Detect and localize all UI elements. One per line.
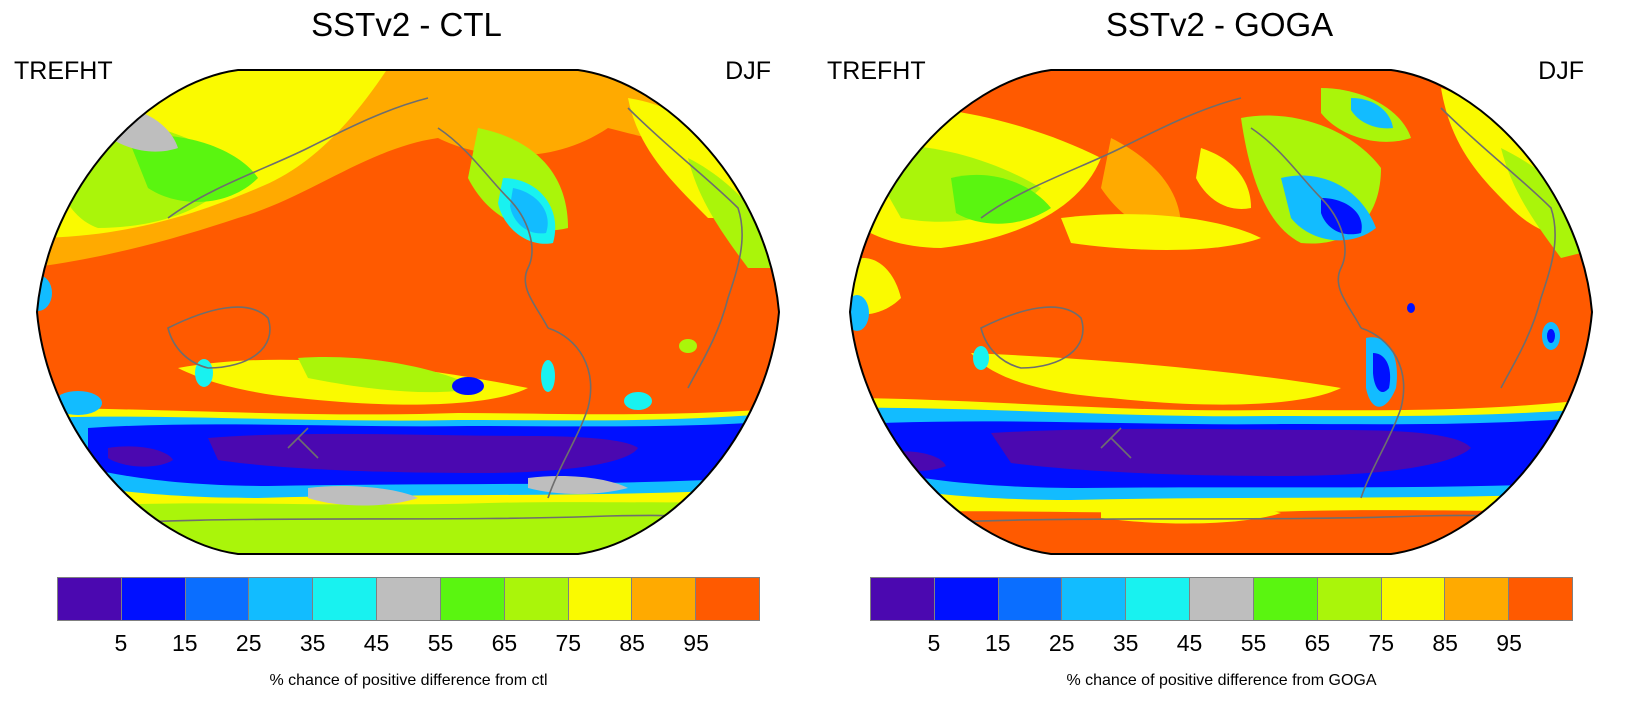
colorbar-swatch [440,578,505,620]
colorbar-swatch [696,578,759,620]
colorbar-swatch [313,578,378,620]
colorbar-tick-label: 15 [985,630,1011,656]
colorbar-tick-label: 65 [491,630,518,656]
colorbar-tick-label: 25 [1048,630,1075,656]
colorbar-tick-label: 75 [1368,630,1395,656]
colorbar-swatch [504,578,569,620]
colorbar-swatch [249,578,314,620]
colorbar-swatch [58,578,122,620]
variable-label: TREFHT [827,57,926,85]
colorbar-tick-label: 45 [363,630,390,656]
colorbar [57,577,760,621]
colorbar-tick-label: 25 [235,630,262,656]
colorbar-swatch [1253,578,1318,620]
colorbar-swatch [185,578,250,620]
colorbar-tick-label: 35 [1112,630,1139,656]
robinson-map [848,69,1594,555]
colorbar-tick-label: 95 [683,630,709,656]
colorbar-tick-label: 85 [619,630,645,656]
colorbar-swatch [1317,578,1382,620]
colorbar-swatch [377,578,441,620]
colorbar-tick-label: 95 [1496,630,1522,656]
robinson-map [35,69,781,555]
colorbar-tick-label: 15 [172,630,198,656]
colorbar-swatch [1190,578,1254,620]
map-panel-ctl: SSTv2 - CTL TREFHT DJF [14,6,781,689]
colorbar-swatch [1126,578,1191,620]
colorbar-tick-label: 45 [1176,630,1203,656]
map-title: SSTv2 - CTL [311,6,502,43]
colorbar-tick-label: 5 [114,630,128,656]
colorbar-swatch [998,578,1063,620]
colorbar-tick-label: 5 [927,630,941,656]
colorbar-swatch [871,578,935,620]
colorbar-caption: % chance of positive difference from GOG… [1066,672,1377,689]
variable-label: TREFHT [14,57,113,85]
colorbar-ticks: 5 15 25 35 45 55 65 75 85 95 [57,630,760,658]
colorbar-tick-label: 65 [1304,630,1331,656]
colorbar-ticks: 5 15 25 35 45 55 65 75 85 95 [870,630,1573,658]
colorbar-swatch [1509,578,1572,620]
colorbar-swatch [1445,578,1510,620]
colorbar-swatch [568,578,633,620]
colorbar-tick-label: 75 [555,630,582,656]
colorbar-swatch [1381,578,1446,620]
season-label: DJF [1538,57,1584,85]
colorbar-caption: % chance of positive difference from ctl [269,672,548,689]
colorbar [870,577,1573,621]
colorbar-swatch [632,578,697,620]
colorbar-tick-label: 55 [427,630,454,656]
colorbar-swatch [1062,578,1127,620]
colorbar-swatch [934,578,999,620]
map-title: SSTv2 - GOGA [1105,6,1334,43]
colorbar-tick-label: 55 [1240,630,1267,656]
map-panel-goga: SSTv2 - GOGA TREFHT DJF [813,0,1626,702]
colorbar-tick-label: 85 [1432,630,1458,656]
colorbar-tick-label: 35 [299,630,326,656]
colorbar-swatch [121,578,186,620]
season-label: DJF [725,57,771,85]
